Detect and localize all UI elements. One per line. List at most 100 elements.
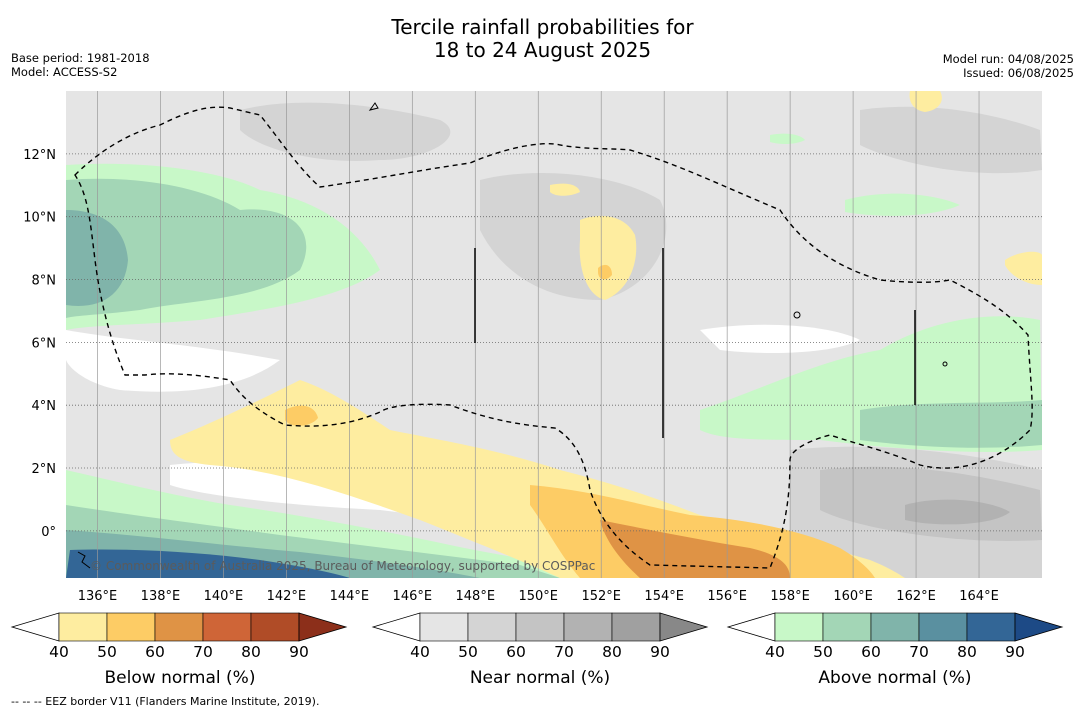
longitude-tick-label: 156°E: [707, 589, 747, 604]
colorbar-segment: [154, 612, 204, 642]
longitude-tick-label: 136°E: [78, 589, 118, 604]
colorbar-segment: [611, 612, 661, 642]
colorbar-tick-label: 50: [97, 643, 117, 661]
colorbar-label-near: Near normal (%): [469, 668, 611, 688]
below-normal-region-central: [285, 405, 318, 426]
colorbar-segment: [563, 612, 613, 642]
longitude-tick-label: 164°E: [959, 589, 999, 604]
above-normal-region-west: [66, 210, 128, 306]
base-period: Base period: 1981-2018: [11, 51, 150, 65]
longitude-tick-label: 138°E: [141, 589, 181, 604]
above-normal-region-east: [845, 193, 960, 216]
colorbar-segment: [918, 612, 968, 642]
colorbar-segment: [515, 612, 565, 642]
low-signal-area: [66, 330, 280, 392]
colorbar-tick-label: 70: [554, 643, 574, 661]
colorbar-label-below: Below normal (%): [104, 668, 256, 688]
colorbar-segment: [202, 612, 252, 642]
colorbar-tick-label: 40: [49, 643, 69, 661]
below-normal-region-northeast: [909, 91, 942, 112]
colorbar-segment: [774, 612, 824, 642]
colorbar-tick-label: 60: [145, 643, 165, 661]
near-normal-patch: [240, 102, 451, 161]
longitude-tick-label: 152°E: [581, 589, 621, 604]
map-title-line1: Tercile rainfall probabilities for: [391, 15, 694, 39]
longitude-tick-label: 160°E: [833, 589, 873, 604]
colorbar-segment: [419, 612, 469, 642]
colorbar-tick-label: 80: [602, 643, 622, 661]
colorbar-tick-label: 60: [506, 643, 526, 661]
longitude-tick-label: 142°E: [267, 589, 307, 604]
colorbar-extend-low: [10, 612, 60, 642]
colorbar-extend-high: [659, 612, 709, 642]
colorbar-extend-high: [1014, 612, 1064, 642]
colorbar-segment: [250, 612, 300, 642]
meta-right: Model run: 04/08/2025 Issued: 06/08/2025: [943, 52, 1074, 80]
model-run: Model run: 04/08/2025: [942, 52, 1074, 66]
below-normal-region-north: [579, 215, 637, 300]
colorbar-extend-low: [371, 612, 421, 642]
colorbar-segment: [966, 612, 1016, 642]
probability-field: [66, 91, 1042, 578]
longitude-tick-label: 150°E: [518, 589, 558, 604]
above-normal-region-east: [860, 400, 1042, 448]
map-title-line2: 18 to 24 August 2025: [433, 38, 652, 62]
island-outline: [942, 361, 948, 367]
longitude-tick-label: 140°E: [204, 589, 244, 604]
colorbar-segment: [467, 612, 517, 642]
latitude-tick-label: 2°N: [32, 462, 57, 477]
colorbar-tick-label: 90: [650, 643, 670, 661]
colorbar-tick-label: 50: [458, 643, 478, 661]
longitude-tick-label: 144°E: [330, 589, 370, 604]
island-outline: [77, 551, 91, 569]
longitude-tick-label: 154°E: [644, 589, 684, 604]
colorbar-tick-label: 70: [193, 643, 213, 661]
colorbars: [10, 612, 1064, 642]
copyright-notice: © Commonwealth of Australia 2025, Bureau…: [90, 559, 595, 573]
eez-border: [74, 106, 1033, 569]
colorbar-segment: [106, 612, 156, 642]
longitude-labels: 136°E 138°E 140°E 142°E 144°E 146°E 148°E 150°E…: [78, 589, 999, 604]
near-normal-patch: [860, 106, 1042, 174]
colorbar-tick-label: 80: [957, 643, 977, 661]
meta-left: Base period: 1981-2018 Model: ACCESS-S2: [11, 51, 150, 79]
longitude-tick-label: 158°E: [770, 589, 810, 604]
eez-footnote: -- -- -- EEZ border V11 (Flanders Marine…: [11, 695, 320, 708]
colorbar-tick-label: 40: [410, 643, 430, 661]
colorbar-tick-label: 90: [289, 643, 309, 661]
colorbar-tick-label: 40: [765, 643, 785, 661]
latitude-tick-label: 8°N: [32, 274, 57, 289]
island-outline: [368, 102, 379, 111]
below-normal-region-east: [1005, 251, 1042, 285]
low-signal-area: [700, 324, 860, 353]
longitude-tick-label: 148°E: [456, 589, 496, 604]
longitude-tick-label: 162°E: [896, 589, 936, 604]
colorbar-tick-label: 60: [861, 643, 881, 661]
colorbar-extend-high: [298, 612, 348, 642]
above-normal-region-west: [66, 178, 307, 318]
above-normal-region-east: [770, 133, 805, 145]
colorbar-tick-label: 50: [813, 643, 833, 661]
colorbar-segment: [822, 612, 872, 642]
colorbar-extend-low: [726, 612, 776, 642]
below-normal-region-north: [550, 183, 580, 196]
longitude-tick-label: 146°E: [393, 589, 433, 604]
colorbar-label-above: Above normal (%): [818, 668, 972, 688]
latitude-tick-label: 0°: [41, 525, 56, 540]
near-normal-patch: [905, 499, 1010, 525]
latitude-tick-label: 10°N: [23, 211, 56, 226]
colorbar-segment: [870, 612, 920, 642]
island-outline: [793, 311, 801, 319]
colorbar-tick-label: 80: [241, 643, 261, 661]
above-normal-region-southwest: [66, 549, 350, 578]
colorbar-segment: [58, 612, 108, 642]
below-normal-region-central: [530, 485, 875, 578]
latitude-tick-label: 4°N: [32, 399, 57, 414]
model-name: Model: ACCESS-S2: [11, 65, 118, 79]
latitude-tick-label: 6°N: [32, 336, 57, 351]
issued-date: Issued: 06/08/2025: [963, 66, 1074, 80]
graticule: [66, 91, 1042, 578]
colorbar-tick-label: 90: [1005, 643, 1025, 661]
colorbar-tick-label: 70: [909, 643, 929, 661]
